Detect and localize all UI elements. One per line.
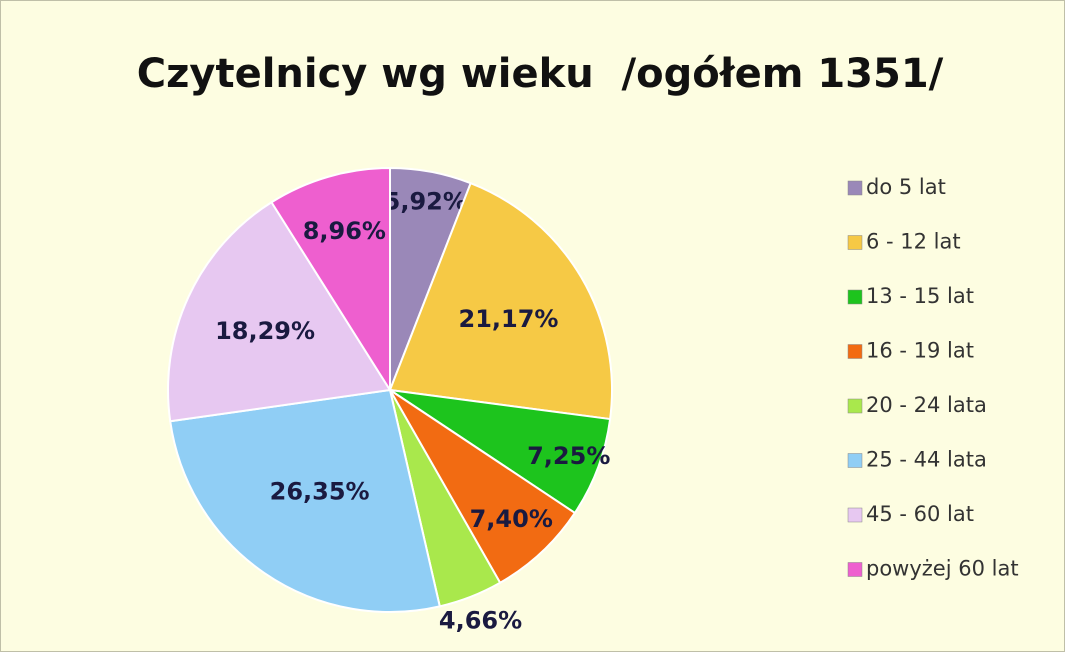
data-label: 26,35%: [270, 477, 370, 505]
legend-label: 25 - 44 lata: [866, 448, 987, 472]
data-label: 4,66%: [439, 607, 522, 635]
pie-slice: [167, 200, 392, 423]
legend-label: powyżej 60 lat: [866, 557, 1019, 581]
data-label: 7,25%: [527, 442, 610, 470]
legend-swatch: [847, 507, 863, 523]
data-label: 18,29%: [215, 317, 315, 345]
pie-slice: [388, 181, 613, 421]
pie-slice: [389, 389, 612, 515]
legend-swatch: [847, 398, 863, 414]
chart-title: Czytelnicy wg wieku /ogółem 1351/: [137, 51, 944, 97]
legend-label: 6 - 12 lat: [866, 230, 961, 254]
legend-label: 20 - 24 lata: [866, 393, 987, 417]
legend-label: 13 - 15 lat: [866, 284, 974, 308]
data-label: 7,40%: [470, 505, 553, 533]
data-label: 5,92%: [384, 187, 467, 215]
legend-swatch: [847, 453, 863, 468]
legend-swatch: [847, 180, 863, 196]
legend-swatch: [847, 289, 863, 305]
legend-swatch: [847, 235, 863, 250]
data-label: 21,17%: [459, 305, 559, 333]
pie-slice: [169, 388, 441, 613]
legend-label: 16 - 19 lat: [866, 339, 974, 363]
legend-swatch: [847, 562, 863, 577]
data-label: 8,96%: [303, 217, 386, 245]
legend-label: 45 - 60 lat: [866, 502, 974, 526]
legend-swatch: [847, 344, 863, 359]
legend-label: do 5 lat: [866, 175, 946, 199]
pie-slice: [389, 389, 577, 585]
pie-slice: [270, 166, 391, 394]
